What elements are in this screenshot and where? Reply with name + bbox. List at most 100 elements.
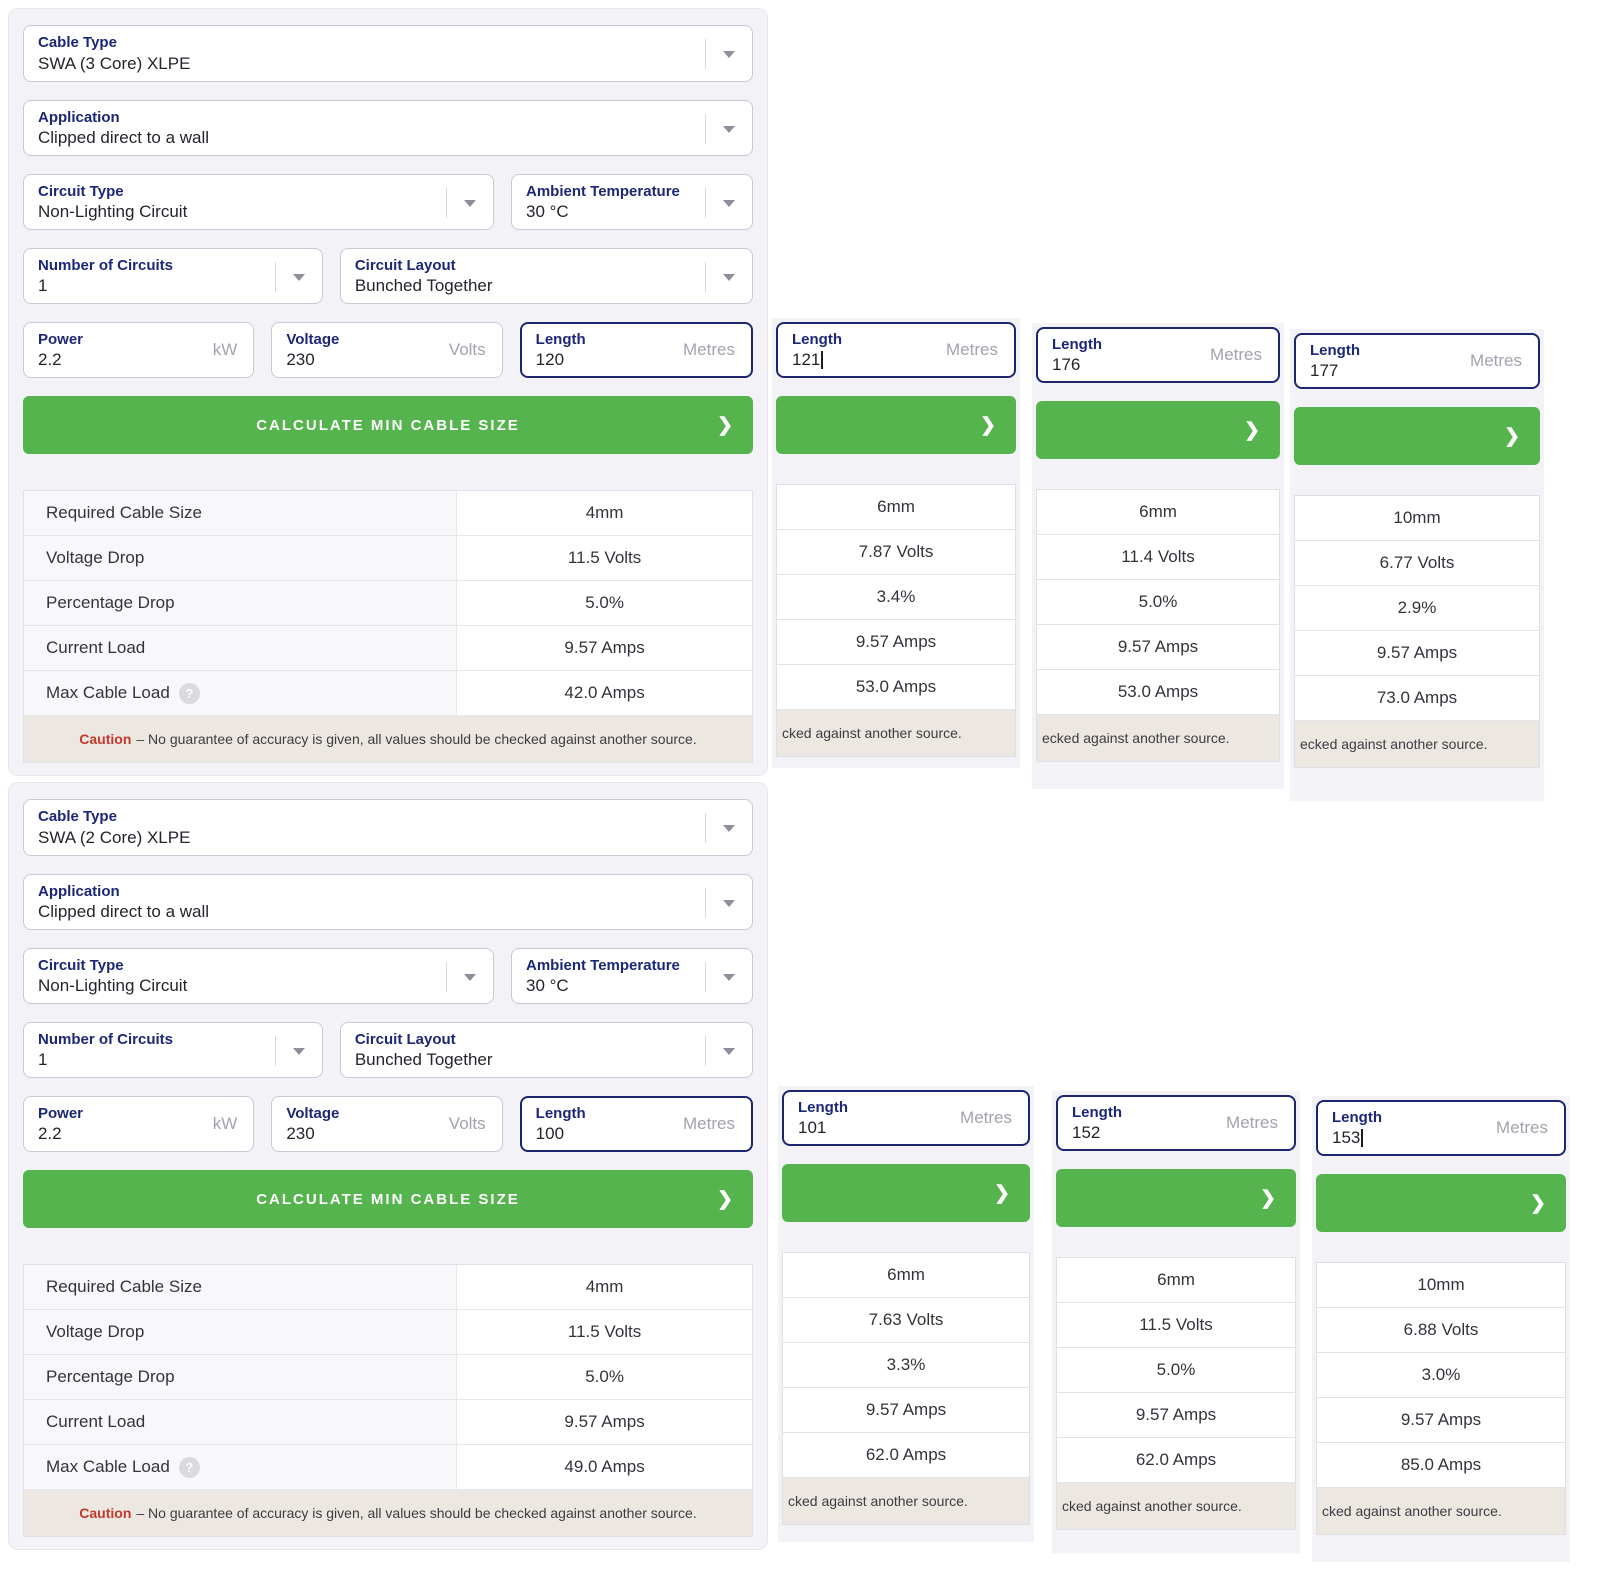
calculate-button[interactable]: ❯ <box>1056 1169 1296 1227</box>
caution-banner: ecked against another source. <box>1295 721 1539 767</box>
length-label: Length <box>1052 335 1102 353</box>
length-input[interactable]: Length 100 Metres <box>519 1096 753 1153</box>
caution-text: – No guarantee of accuracy is given, all… <box>136 731 697 748</box>
table-row: Voltage Drop 11.5 Volts <box>24 1310 752 1356</box>
ambient-temperature-select[interactable]: Ambient Temperature 30 °C <box>510 174 753 231</box>
result-strip: Length 121 Metres ❯ 6mm 7.87 Volts 3.4% … <box>772 318 1020 768</box>
row-value: 6mm <box>1037 490 1279 535</box>
divider <box>705 262 706 293</box>
length-input[interactable]: Length 121 Metres <box>776 322 1016 378</box>
caution-label: Caution <box>79 1505 132 1522</box>
voltage-input[interactable]: Voltage 230 Volts <box>271 322 503 379</box>
row-value: 2.9% <box>1295 586 1539 631</box>
voltage-label: Voltage <box>286 1104 340 1122</box>
help-icon[interactable]: ? <box>178 1456 200 1478</box>
row-label: Percentage Drop <box>24 581 458 626</box>
power-input[interactable]: Power 2.2 kW <box>23 1096 255 1153</box>
divider <box>705 1036 706 1067</box>
voltage-unit: Volts <box>448 340 486 360</box>
row-value: 11.5 Volts <box>457 536 752 581</box>
length-input[interactable]: Length 177 Metres <box>1294 333 1540 389</box>
circuit-layout-select[interactable]: Circuit Layout Bunched Together <box>339 1022 753 1079</box>
circuit-type-select[interactable]: Circuit Type Non-Lighting Circuit <box>23 948 494 1005</box>
length-unit: Metres <box>1496 1118 1548 1137</box>
number-of-circuits-select[interactable]: Number of Circuits 1 <box>23 1022 323 1079</box>
power-value: 2.2 <box>38 1124 62 1144</box>
voltage-input[interactable]: Voltage 230 Volts <box>271 1096 503 1153</box>
row-value: 5.0% <box>457 581 752 626</box>
divider <box>274 1036 276 1067</box>
caution-text: – No guarantee of accuracy is given, all… <box>136 1505 697 1522</box>
calculate-button[interactable]: ❯ <box>776 396 1016 454</box>
caution-banner: Caution – No guarantee of accuracy is gi… <box>24 1490 752 1537</box>
divider <box>705 188 706 219</box>
row-value: 9.57 Amps <box>777 620 1015 665</box>
divider <box>705 39 706 69</box>
ambient-temperature-select[interactable]: Ambient Temperature 30 °C <box>510 948 753 1005</box>
row-value: 9.57 Amps <box>457 626 752 671</box>
cable-type-select[interactable]: Cable Type SWA (3 Core) XLPE <box>23 25 753 82</box>
application-select[interactable]: Application Clipped direct to a wall <box>23 873 753 931</box>
application-select[interactable]: Application Clipped direct to a wall <box>23 99 753 157</box>
length-unit: Metres <box>1470 351 1522 370</box>
length-label: Length <box>1310 341 1360 359</box>
power-input[interactable]: Power 2.2 kW <box>23 322 255 379</box>
number-of-circuits-label: Number of Circuits <box>38 1030 174 1048</box>
number-of-circuits-value: 1 <box>38 276 48 296</box>
chevron-right-icon: ❯ <box>1530 1192 1546 1214</box>
length-unit: Metres <box>946 340 998 359</box>
row-label: Max Cable Load ? <box>24 1445 458 1490</box>
row-value: 4mm <box>457 491 752 536</box>
chevron-down-icon <box>723 274 735 282</box>
row-value: 4mm <box>457 1265 752 1310</box>
voltage-unit: Volts <box>448 1114 486 1134</box>
length-value: 152 <box>1072 1123 1101 1143</box>
circuit-type-select[interactable]: Circuit Type Non-Lighting Circuit <box>23 174 494 231</box>
calculate-button[interactable]: ❯ <box>1294 407 1540 465</box>
row-value: 42.0 Amps <box>457 671 752 716</box>
caution-banner: Caution – No guarantee of accuracy is gi… <box>24 716 752 763</box>
calculator-panel: Cable Type SWA (3 Core) XLPE Application… <box>8 8 768 777</box>
calculate-button[interactable]: ❯ <box>1036 401 1280 459</box>
voltage-label: Voltage <box>286 330 340 348</box>
calculate-button[interactable]: CALCULATE MIN CABLE SIZE ❯ <box>23 1170 753 1229</box>
result-strip: Length 153 Metres ❯ 10mm 6.88 Volts 3.0%… <box>1312 1096 1570 1562</box>
length-unit: Metres <box>1226 1113 1278 1132</box>
power-label: Power <box>38 1104 84 1122</box>
result-strip: Length 152 Metres ❯ 6mm 11.5 Volts 5.0% … <box>1052 1091 1300 1553</box>
length-input[interactable]: Length 120 Metres <box>519 322 753 379</box>
calculate-button[interactable]: ❯ <box>1316 1174 1566 1232</box>
number-of-circuits-select[interactable]: Number of Circuits 1 <box>23 248 323 305</box>
application-label: Application <box>38 882 120 900</box>
length-input[interactable]: Length 176 Metres <box>1036 327 1280 383</box>
row-value: 9.57 Amps <box>1037 625 1279 670</box>
calculate-button[interactable]: ❯ <box>782 1164 1030 1222</box>
length-label: Length <box>535 330 586 348</box>
length-input[interactable]: Length 101 Metres <box>782 1090 1030 1146</box>
length-input[interactable]: Length 152 Metres <box>1056 1095 1296 1151</box>
voltage-value: 230 <box>286 350 315 370</box>
circuit-layout-select[interactable]: Circuit Layout Bunched Together <box>339 248 753 305</box>
length-label: Length <box>1072 1103 1122 1121</box>
circuit-type-label: Circuit Type <box>38 956 124 974</box>
circuit-type-value: Non-Lighting Circuit <box>38 976 188 996</box>
length-unit: Metres <box>960 1108 1012 1127</box>
divider <box>705 962 706 993</box>
table-row: Current Load 9.57 Amps <box>24 626 752 672</box>
table-row: Percentage Drop 5.0% <box>24 1355 752 1401</box>
chevron-right-icon: ❯ <box>1244 419 1260 441</box>
cable-type-value: SWA (3 Core) XLPE <box>38 53 191 73</box>
calculate-button[interactable]: CALCULATE MIN CABLE SIZE ❯ <box>23 396 753 455</box>
length-input[interactable]: Length 153 Metres <box>1316 1100 1566 1156</box>
circuit-layout-value: Bunched Together <box>354 276 493 296</box>
row-value: 11.5 Volts <box>457 1310 752 1355</box>
row-value: 9.57 Amps <box>1317 1398 1565 1443</box>
row-value: 6.88 Volts <box>1317 1308 1565 1353</box>
text-cursor <box>821 351 824 370</box>
cable-type-select[interactable]: Cable Type SWA (2 Core) XLPE <box>23 799 753 856</box>
row-value: 10mm <box>1295 496 1539 541</box>
results-table: 6mm 7.87 Volts 3.4% 9.57 Amps 53.0 Amps … <box>776 484 1016 757</box>
ambient-temperature-value: 30 °C <box>525 202 569 222</box>
help-icon[interactable]: ? <box>178 682 200 704</box>
power-unit: kW <box>212 1114 238 1134</box>
